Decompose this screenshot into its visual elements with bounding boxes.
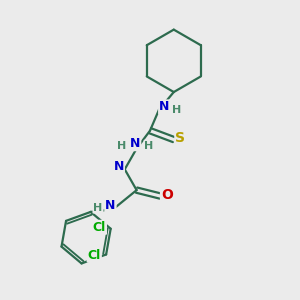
Text: N: N	[130, 137, 140, 150]
Text: O: O	[161, 188, 173, 203]
Text: H: H	[93, 203, 103, 213]
Text: N: N	[105, 199, 116, 212]
Text: H: H	[172, 106, 182, 116]
Text: S: S	[175, 131, 185, 145]
Text: N: N	[159, 100, 169, 113]
Text: Cl: Cl	[88, 249, 101, 262]
Text: H: H	[145, 140, 154, 151]
Text: N: N	[114, 160, 124, 173]
Text: H: H	[116, 140, 126, 151]
Text: Cl: Cl	[93, 221, 106, 234]
